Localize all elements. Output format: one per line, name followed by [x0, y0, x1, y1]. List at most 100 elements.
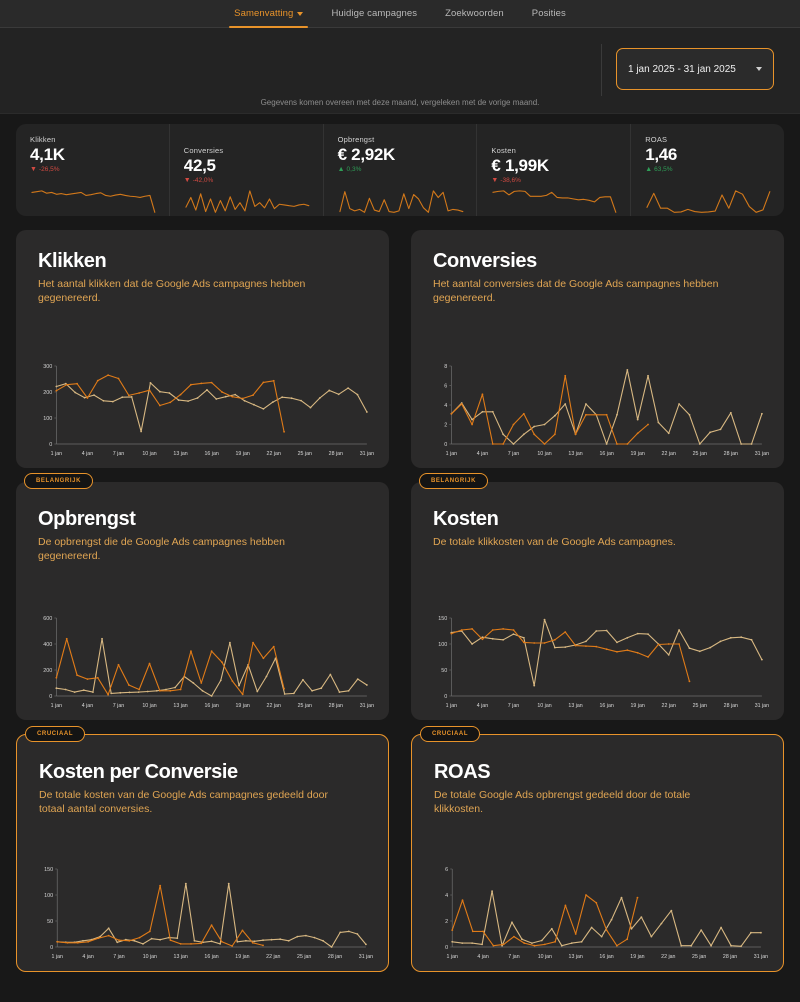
svg-text:200: 200	[43, 390, 52, 396]
sparkline-klikken	[30, 186, 157, 216]
card-description: De totale kosten van de Google Ads campa…	[39, 789, 328, 816]
kpi-label: Conversies	[183, 146, 224, 155]
kpi-card-opbrengst[interactable]: Opbrengst € 2,92K ▲ 0,3%	[322, 124, 477, 216]
svg-text:50: 50	[47, 919, 53, 925]
svg-text:100: 100	[43, 416, 52, 422]
svg-text:4 jan: 4 jan	[82, 703, 93, 709]
tab-samenvatting-label: Samenvatting	[234, 8, 294, 19]
tab-huidige-campagnes[interactable]: Huidige campagnes	[330, 0, 418, 28]
tab-huidige-campagnes-label: Huidige campagnes	[331, 8, 418, 19]
tab-posities[interactable]: Posities	[531, 0, 567, 28]
svg-text:16 jan: 16 jan	[599, 703, 613, 709]
kpi-card-conversies[interactable]: Conversies 42,5 ▼ -42,0%	[168, 124, 323, 216]
kpi-value: € 1,99K	[491, 156, 549, 175]
kpi-label: Kosten	[491, 146, 516, 155]
svg-text:4 jan: 4 jan	[477, 954, 488, 960]
kpi-card-roas[interactable]: ROAS 1,46 ▲ 63,5%	[630, 124, 784, 216]
kpi-delta-value: 0,3%	[346, 165, 362, 173]
metric-card-klikken[interactable]: Klikken Het aantal klikken dat de Google…	[16, 230, 389, 468]
svg-text:4 jan: 4 jan	[82, 451, 93, 457]
chart-kosten: 0 50 100 150 1 jan 4 jan 7 jan 10 jan 13 jan 16 j…	[425, 612, 770, 712]
svg-text:13 jan: 13 jan	[173, 703, 187, 709]
svg-text:13 jan: 13 jan	[568, 703, 582, 709]
svg-text:25 jan: 25 jan	[693, 451, 707, 457]
kpi-delta-value: -42,0%	[192, 176, 214, 184]
svg-text:16 jan: 16 jan	[204, 703, 218, 709]
svg-text:22 jan: 22 jan	[661, 954, 675, 960]
arrow-down-icon: ▼	[183, 176, 191, 184]
card-description: De totale klikkosten van de Google Ads c…	[433, 536, 676, 548]
tab-zoekwoorden-label: Zoekwoorden	[445, 8, 504, 19]
svg-text:19 jan: 19 jan	[235, 954, 249, 960]
card-description: De opbrengst die de Google Ads campagnes…	[38, 536, 285, 563]
svg-text:28 jan: 28 jan	[724, 703, 738, 709]
arrow-down-icon: ▼	[491, 176, 499, 184]
sparkline-roas	[645, 186, 772, 216]
svg-text:6: 6	[444, 384, 447, 390]
card-description: De totale Google Ads opbrengst gedeeld d…	[434, 789, 691, 816]
kpi-delta: ▼ -42,0%	[184, 177, 311, 184]
svg-text:1 jan: 1 jan	[447, 954, 458, 960]
svg-text:4 jan: 4 jan	[477, 451, 488, 457]
status-badge: CRUCIAAL	[420, 726, 481, 742]
chart-kosten-per-conversie: 0 50 100 150 1 jan 4 jan 7 jan 10 jan 13 jan 16 j…	[31, 863, 374, 963]
svg-text:25 jan: 25 jan	[693, 703, 707, 709]
chevron-down-icon	[297, 11, 304, 16]
status-badge: BELANGRIJK	[419, 473, 489, 489]
kpi-delta-value: -26,5%	[38, 165, 60, 173]
card-title: Klikken	[38, 250, 107, 272]
svg-text:31 jan: 31 jan	[360, 451, 374, 457]
kpi-delta: ▲ 0,3%	[338, 166, 465, 173]
kpi-card-klikken[interactable]: Klikken 4,1K ▼ -26,5%	[16, 124, 169, 216]
date-range-selector[interactable]: 1 jan 2025 - 31 jan 2025	[616, 48, 774, 90]
svg-text:28 jan: 28 jan	[328, 954, 342, 960]
sparkline-kosten	[491, 186, 618, 216]
kpi-value: € 2,92K	[337, 145, 396, 164]
svg-text:31 jan: 31 jan	[360, 703, 374, 709]
svg-text:150: 150	[438, 616, 447, 622]
svg-text:150: 150	[44, 867, 53, 873]
header-band: 1 jan 2025 - 31 jan 2025 Gegevens komen …	[0, 28, 800, 114]
tab-zoekwoorden[interactable]: Zoekwoorden	[444, 0, 505, 28]
svg-text:10 jan: 10 jan	[537, 451, 551, 457]
kpi-card-kosten[interactable]: Kosten € 1,99K ▼ -38,6%	[476, 124, 630, 216]
svg-text:28 jan: 28 jan	[329, 703, 343, 709]
svg-text:4 jan: 4 jan	[477, 703, 488, 709]
svg-text:0: 0	[444, 442, 447, 448]
svg-text:100: 100	[44, 893, 53, 899]
svg-text:4 jan: 4 jan	[82, 954, 93, 960]
svg-text:10 jan: 10 jan	[537, 703, 551, 709]
arrow-down-icon: ▼	[30, 165, 37, 173]
status-badge: BELANGRIJK	[24, 473, 94, 489]
comparison-note: Gegevens komen overeen met deze maand, v…	[260, 98, 540, 107]
metric-card-conversies[interactable]: Conversies Het aantal conversies dat de …	[411, 230, 784, 468]
svg-text:19 jan: 19 jan	[631, 703, 645, 709]
card-title: Conversies	[433, 250, 537, 272]
svg-text:0: 0	[49, 442, 52, 448]
svg-text:22 jan: 22 jan	[662, 703, 676, 709]
metric-card-roas[interactable]: CRUCIAAL ROAS De totale Google Ads opbre…	[411, 726, 784, 972]
svg-text:1 jan: 1 jan	[446, 451, 457, 457]
metric-card-kosten[interactable]: BELANGRIJK Kosten De totale klikkosten v…	[411, 473, 784, 720]
tab-samenvatting[interactable]: Samenvatting	[229, 0, 309, 28]
svg-text:7 jan: 7 jan	[508, 954, 519, 960]
card-title: Opbrengst	[38, 508, 136, 530]
svg-text:0: 0	[444, 694, 447, 700]
svg-text:2: 2	[445, 919, 448, 925]
svg-text:19 jan: 19 jan	[236, 703, 250, 709]
kpi-label: Klikken	[30, 135, 56, 144]
svg-text:1 jan: 1 jan	[51, 703, 62, 709]
metric-card-opbrengst[interactable]: BELANGRIJK Opbrengst De opbrengst die de…	[16, 473, 389, 720]
svg-text:25 jan: 25 jan	[692, 954, 706, 960]
svg-text:300: 300	[43, 364, 52, 370]
svg-text:31 jan: 31 jan	[755, 703, 769, 709]
svg-text:22 jan: 22 jan	[267, 703, 281, 709]
top-navigation-bar: Samenvatting Huidige campagnes Zoekwoord…	[0, 0, 800, 28]
svg-text:19 jan: 19 jan	[630, 954, 644, 960]
metric-card-kosten-per-conversie[interactable]: CRUCIAAL Kosten per Conversie De totale …	[16, 726, 389, 972]
kpi-value: 4,1K	[30, 145, 65, 164]
svg-text:16 jan: 16 jan	[599, 954, 613, 960]
svg-text:7 jan: 7 jan	[113, 451, 124, 457]
chart-opbrengst: 0 200 400 600 1 jan 4 jan 7 jan 10 jan 13 jan 16 …	[30, 612, 375, 712]
svg-text:19 jan: 19 jan	[236, 451, 250, 457]
